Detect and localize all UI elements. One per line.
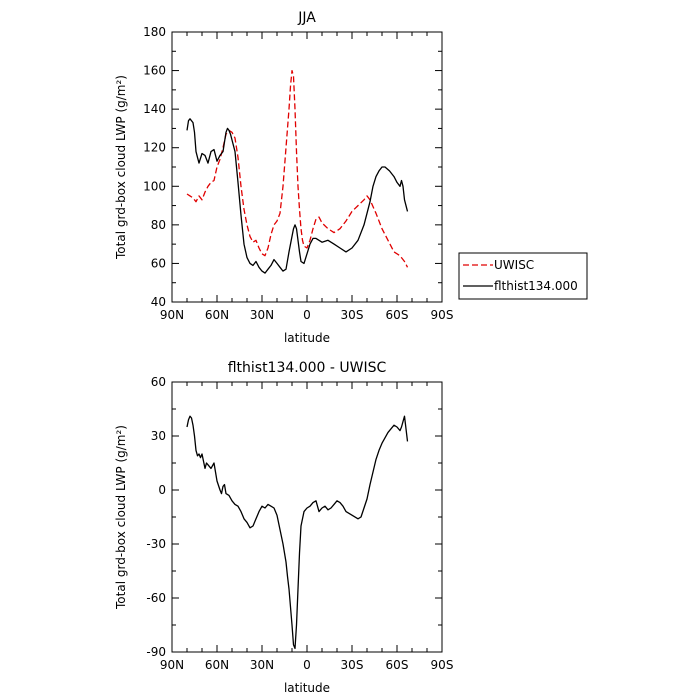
x-tick-label: 30N	[250, 658, 274, 672]
y-tick-label: 140	[143, 102, 166, 116]
y-tick-label: -90	[146, 645, 166, 659]
y-tick-label: 30	[151, 429, 166, 443]
x-tick-label: 60S	[386, 658, 409, 672]
y-axis-label: Total grd-box cloud LWP (g/m²)	[114, 425, 128, 610]
chart-title: flthist134.000 - UWISC	[228, 360, 387, 376]
y-tick-label: -30	[146, 537, 166, 551]
y-tick-label: 60	[151, 375, 166, 389]
x-tick-label: 90N	[160, 658, 184, 672]
legend-label: flthist134.000	[494, 279, 578, 293]
x-tick-label: 30S	[341, 658, 364, 672]
panel-bottom-chart: flthist134.000 - UWISC 90N 60N 30N 0 30S 60S 90…	[114, 360, 453, 695]
x-tick-label: 60N	[205, 658, 229, 672]
y-tick-label: 60	[151, 256, 166, 270]
y-tick-label: -60	[146, 591, 166, 605]
y-tick-label: 100	[143, 179, 166, 193]
y-tick-label: 40	[151, 295, 166, 309]
x-tick-label: 90N	[160, 308, 184, 322]
x-tick-label: 30N	[250, 308, 274, 322]
x-tick-label: 60S	[386, 308, 409, 322]
series-line-flthist134-000	[186, 118, 409, 274]
x-axis-label: latitude	[284, 331, 330, 345]
x-tick-label: 0	[303, 658, 311, 672]
y-tick-label: 80	[151, 218, 166, 232]
x-axis-label: latitude	[284, 681, 330, 695]
legend-box	[458, 252, 588, 300]
x-tick-label: 90S	[431, 308, 454, 322]
legend-label: UWISC	[494, 258, 534, 272]
panel-top-chart: JJA 90N 60N 30N 0 30S 60S 90S 40 60 80 100 120 140 160…	[114, 10, 453, 345]
plot-frame	[171, 31, 443, 303]
y-tick-label: 120	[143, 141, 166, 155]
x-tick-label: 0	[303, 308, 311, 322]
series-line-difference	[186, 415, 409, 650]
x-tick-label: 60N	[205, 308, 229, 322]
x-tick-label: 90S	[431, 658, 454, 672]
y-tick-label: 160	[143, 64, 166, 78]
y-axis-label: Total grd-box cloud LWP (g/m²)	[114, 75, 128, 260]
legend: UWISC flthist134.000	[458, 252, 588, 300]
chart-title: JJA	[297, 10, 316, 26]
y-tick-label: 180	[143, 25, 166, 39]
series-line-uwisc	[186, 69, 409, 268]
y-tick-label: 0	[158, 483, 166, 497]
x-tick-label: 30S	[341, 308, 364, 322]
plot-frame	[171, 381, 443, 653]
